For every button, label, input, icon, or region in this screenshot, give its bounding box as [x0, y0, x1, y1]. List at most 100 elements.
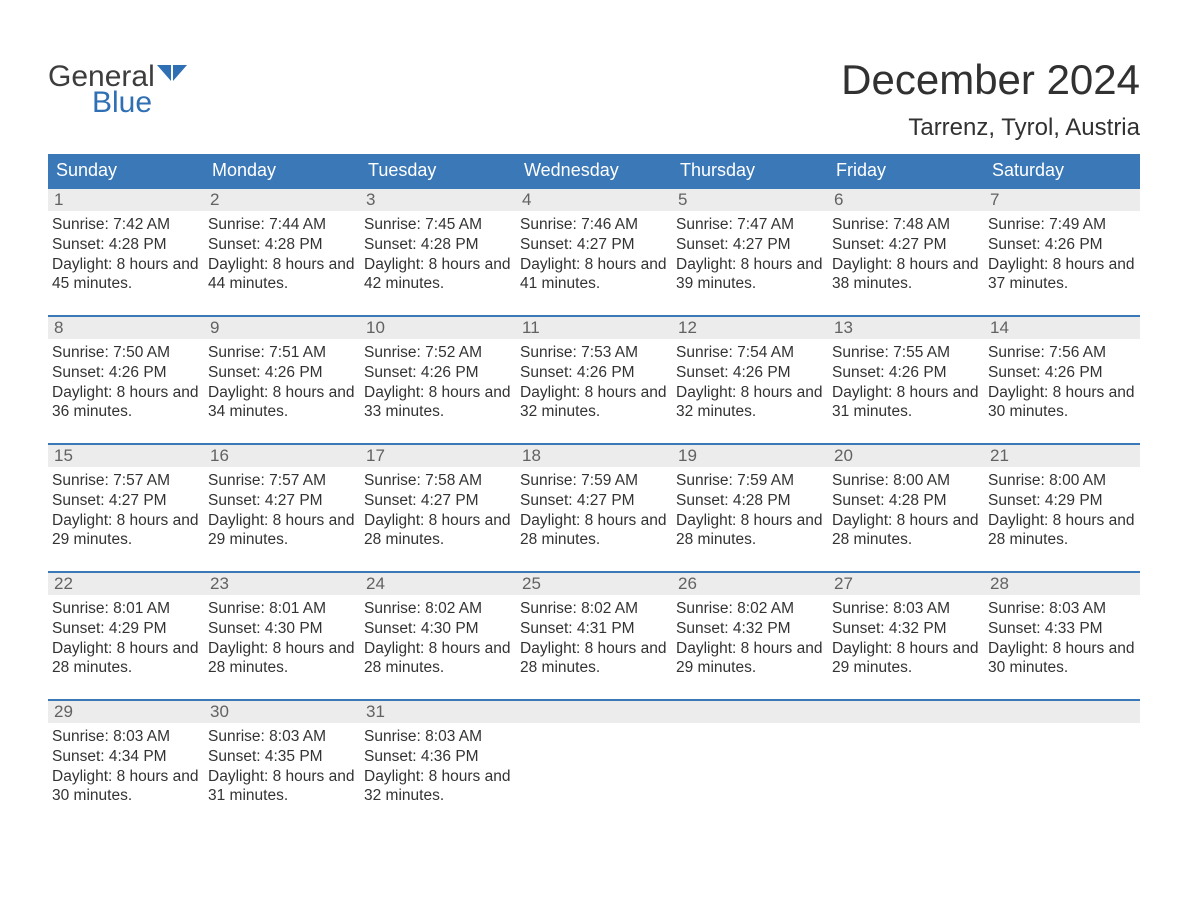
day-cell: 26Sunrise: 8:02 AMSunset: 4:32 PMDayligh…	[672, 573, 828, 683]
daylight-line: Daylight: 8 hours and 31 minutes.	[832, 383, 980, 423]
daylight-line: Daylight: 8 hours and 36 minutes.	[52, 383, 200, 423]
week-row: 1Sunrise: 7:42 AMSunset: 4:28 PMDaylight…	[48, 187, 1140, 299]
day-number: 6	[828, 189, 984, 211]
day-cell: 16Sunrise: 7:57 AMSunset: 4:27 PMDayligh…	[204, 445, 360, 555]
day-body: Sunrise: 8:02 AMSunset: 4:30 PMDaylight:…	[360, 595, 516, 682]
day-header: Friday	[828, 154, 984, 187]
sunset-line: Sunset: 4:35 PM	[208, 747, 356, 767]
day-number: 24	[360, 573, 516, 595]
daylight-line: Daylight: 8 hours and 28 minutes.	[520, 639, 668, 679]
sunrise-line: Sunrise: 7:50 AM	[52, 343, 200, 363]
daylight-line: Daylight: 8 hours and 38 minutes.	[832, 255, 980, 295]
sunset-line: Sunset: 4:27 PM	[208, 491, 356, 511]
week-row: 8Sunrise: 7:50 AMSunset: 4:26 PMDaylight…	[48, 315, 1140, 427]
sunrise-line: Sunrise: 7:56 AM	[988, 343, 1136, 363]
sunrise-line: Sunrise: 8:02 AM	[364, 599, 512, 619]
day-body: Sunrise: 8:00 AMSunset: 4:29 PMDaylight:…	[984, 467, 1140, 554]
daylight-line: Daylight: 8 hours and 33 minutes.	[364, 383, 512, 423]
daylight-line: Daylight: 8 hours and 29 minutes.	[676, 639, 824, 679]
sunrise-line: Sunrise: 8:01 AM	[52, 599, 200, 619]
day-body: Sunrise: 7:45 AMSunset: 4:28 PMDaylight:…	[360, 211, 516, 298]
day-header-row: SundayMondayTuesdayWednesdayThursdayFrid…	[48, 154, 1140, 187]
sunrise-line: Sunrise: 8:01 AM	[208, 599, 356, 619]
calendar: SundayMondayTuesdayWednesdayThursdayFrid…	[48, 154, 1140, 811]
day-body: Sunrise: 8:03 AMSunset: 4:34 PMDaylight:…	[48, 723, 204, 810]
day-cell	[828, 701, 984, 811]
daylight-line: Daylight: 8 hours and 29 minutes.	[832, 639, 980, 679]
day-body: Sunrise: 8:02 AMSunset: 4:32 PMDaylight:…	[672, 595, 828, 682]
sunset-line: Sunset: 4:28 PM	[208, 235, 356, 255]
day-cell: 22Sunrise: 8:01 AMSunset: 4:29 PMDayligh…	[48, 573, 204, 683]
day-number: 31	[360, 701, 516, 723]
day-body: Sunrise: 8:00 AMSunset: 4:28 PMDaylight:…	[828, 467, 984, 554]
sunset-line: Sunset: 4:26 PM	[676, 363, 824, 383]
day-number: 5	[672, 189, 828, 211]
sunset-line: Sunset: 4:33 PM	[988, 619, 1136, 639]
daylight-line: Daylight: 8 hours and 39 minutes.	[676, 255, 824, 295]
day-number	[516, 701, 672, 723]
sunset-line: Sunset: 4:29 PM	[52, 619, 200, 639]
sunrise-line: Sunrise: 7:46 AM	[520, 215, 668, 235]
sunrise-line: Sunrise: 7:52 AM	[364, 343, 512, 363]
day-header: Sunday	[48, 154, 204, 187]
day-number: 12	[672, 317, 828, 339]
day-number: 13	[828, 317, 984, 339]
day-body: Sunrise: 7:54 AMSunset: 4:26 PMDaylight:…	[672, 339, 828, 426]
day-header: Thursday	[672, 154, 828, 187]
daylight-line: Daylight: 8 hours and 28 minutes.	[832, 511, 980, 551]
day-number	[672, 701, 828, 723]
daylight-line: Daylight: 8 hours and 42 minutes.	[364, 255, 512, 295]
sunrise-line: Sunrise: 7:48 AM	[832, 215, 980, 235]
day-cell: 18Sunrise: 7:59 AMSunset: 4:27 PMDayligh…	[516, 445, 672, 555]
sunrise-line: Sunrise: 7:44 AM	[208, 215, 356, 235]
daylight-line: Daylight: 8 hours and 45 minutes.	[52, 255, 200, 295]
daylight-line: Daylight: 8 hours and 30 minutes.	[988, 383, 1136, 423]
day-cell: 2Sunrise: 7:44 AMSunset: 4:28 PMDaylight…	[204, 189, 360, 299]
day-cell: 19Sunrise: 7:59 AMSunset: 4:28 PMDayligh…	[672, 445, 828, 555]
day-number: 14	[984, 317, 1140, 339]
day-cell: 24Sunrise: 8:02 AMSunset: 4:30 PMDayligh…	[360, 573, 516, 683]
day-body: Sunrise: 7:59 AMSunset: 4:28 PMDaylight:…	[672, 467, 828, 554]
sunset-line: Sunset: 4:31 PM	[520, 619, 668, 639]
day-header: Wednesday	[516, 154, 672, 187]
sunrise-line: Sunrise: 8:03 AM	[208, 727, 356, 747]
sunset-line: Sunset: 4:26 PM	[988, 235, 1136, 255]
daylight-line: Daylight: 8 hours and 28 minutes.	[364, 639, 512, 679]
sunset-line: Sunset: 4:26 PM	[988, 363, 1136, 383]
daylight-line: Daylight: 8 hours and 28 minutes.	[988, 511, 1136, 551]
sunrise-line: Sunrise: 8:03 AM	[988, 599, 1136, 619]
sunset-line: Sunset: 4:27 PM	[676, 235, 824, 255]
sunrise-line: Sunrise: 7:51 AM	[208, 343, 356, 363]
day-cell: 23Sunrise: 8:01 AMSunset: 4:30 PMDayligh…	[204, 573, 360, 683]
sunrise-line: Sunrise: 7:53 AM	[520, 343, 668, 363]
day-body: Sunrise: 7:51 AMSunset: 4:26 PMDaylight:…	[204, 339, 360, 426]
day-body: Sunrise: 8:02 AMSunset: 4:31 PMDaylight:…	[516, 595, 672, 682]
day-cell: 17Sunrise: 7:58 AMSunset: 4:27 PMDayligh…	[360, 445, 516, 555]
day-cell: 20Sunrise: 8:00 AMSunset: 4:28 PMDayligh…	[828, 445, 984, 555]
sunset-line: Sunset: 4:32 PM	[676, 619, 824, 639]
day-body: Sunrise: 8:03 AMSunset: 4:36 PMDaylight:…	[360, 723, 516, 810]
day-number: 3	[360, 189, 516, 211]
day-body: Sunrise: 8:03 AMSunset: 4:32 PMDaylight:…	[828, 595, 984, 682]
daylight-line: Daylight: 8 hours and 29 minutes.	[208, 511, 356, 551]
day-body: Sunrise: 7:57 AMSunset: 4:27 PMDaylight:…	[48, 467, 204, 554]
daylight-line: Daylight: 8 hours and 28 minutes.	[520, 511, 668, 551]
day-body: Sunrise: 8:01 AMSunset: 4:30 PMDaylight:…	[204, 595, 360, 682]
day-body: Sunrise: 7:48 AMSunset: 4:27 PMDaylight:…	[828, 211, 984, 298]
sunset-line: Sunset: 4:27 PM	[520, 235, 668, 255]
week-row: 15Sunrise: 7:57 AMSunset: 4:27 PMDayligh…	[48, 443, 1140, 555]
sunrise-line: Sunrise: 7:58 AM	[364, 471, 512, 491]
sunset-line: Sunset: 4:26 PM	[832, 363, 980, 383]
day-number	[828, 701, 984, 723]
daylight-line: Daylight: 8 hours and 41 minutes.	[520, 255, 668, 295]
day-number: 25	[516, 573, 672, 595]
day-cell	[672, 701, 828, 811]
day-cell: 10Sunrise: 7:52 AMSunset: 4:26 PMDayligh…	[360, 317, 516, 427]
day-cell	[984, 701, 1140, 811]
day-number: 11	[516, 317, 672, 339]
day-header: Saturday	[984, 154, 1140, 187]
sunrise-line: Sunrise: 8:03 AM	[364, 727, 512, 747]
sunset-line: Sunset: 4:27 PM	[52, 491, 200, 511]
day-body: Sunrise: 7:58 AMSunset: 4:27 PMDaylight:…	[360, 467, 516, 554]
sunset-line: Sunset: 4:27 PM	[364, 491, 512, 511]
